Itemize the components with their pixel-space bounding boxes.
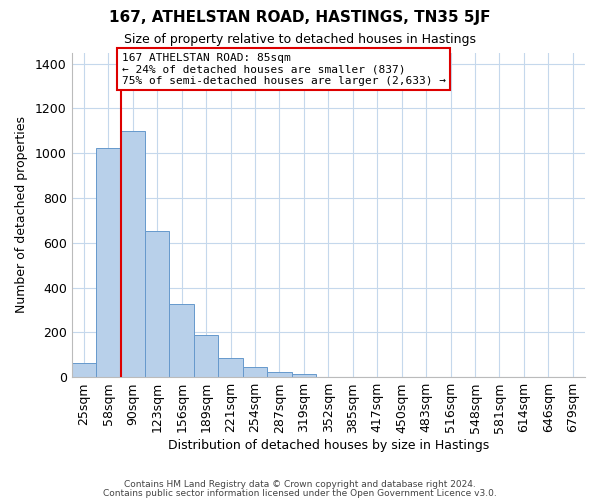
Bar xyxy=(121,131,145,377)
X-axis label: Distribution of detached houses by size in Hastings: Distribution of detached houses by size … xyxy=(168,440,489,452)
Text: 167 ATHELSTAN ROAD: 85sqm
← 24% of detached houses are smaller (837)
75% of semi: 167 ATHELSTAN ROAD: 85sqm ← 24% of detac… xyxy=(122,52,446,86)
Bar xyxy=(292,374,316,377)
Text: Contains public sector information licensed under the Open Government Licence v3: Contains public sector information licen… xyxy=(103,488,497,498)
Y-axis label: Number of detached properties: Number of detached properties xyxy=(15,116,28,314)
Bar xyxy=(145,230,169,377)
Bar xyxy=(194,334,218,377)
Bar xyxy=(218,358,243,377)
Text: Contains HM Land Registry data © Crown copyright and database right 2024.: Contains HM Land Registry data © Crown c… xyxy=(124,480,476,489)
Text: Size of property relative to detached houses in Hastings: Size of property relative to detached ho… xyxy=(124,32,476,46)
Bar xyxy=(169,304,194,377)
Bar xyxy=(71,362,96,377)
Bar xyxy=(96,148,121,377)
Bar xyxy=(267,372,292,377)
Bar xyxy=(243,366,267,377)
Text: 167, ATHELSTAN ROAD, HASTINGS, TN35 5JF: 167, ATHELSTAN ROAD, HASTINGS, TN35 5JF xyxy=(109,10,491,25)
